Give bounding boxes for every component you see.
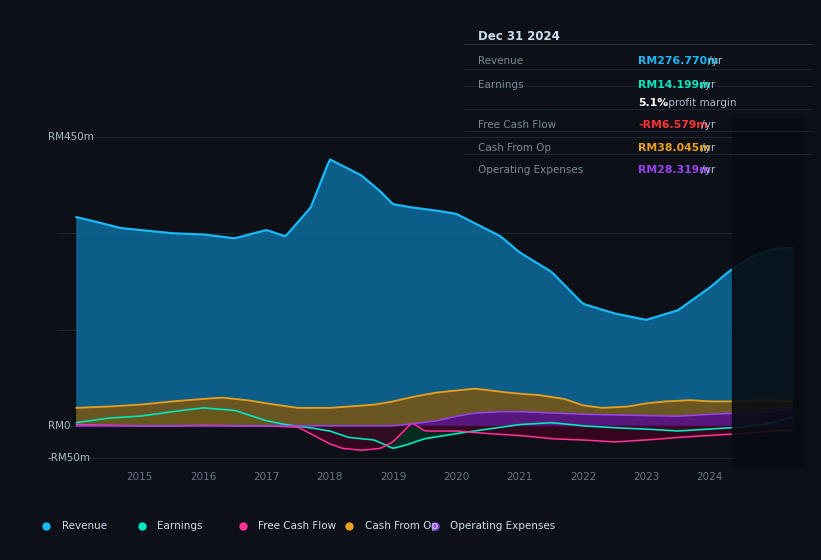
Text: 2024: 2024 — [696, 472, 722, 482]
Text: Revenue: Revenue — [478, 56, 523, 66]
Text: 2023: 2023 — [633, 472, 659, 482]
Text: Operating Expenses: Operating Expenses — [451, 521, 556, 531]
Text: 2018: 2018 — [317, 472, 343, 482]
Text: 2022: 2022 — [570, 472, 596, 482]
Text: 5.1%: 5.1% — [639, 97, 668, 108]
Text: -RM6.579m: -RM6.579m — [639, 120, 708, 130]
Text: /yr: /yr — [698, 165, 715, 175]
Text: Revenue: Revenue — [62, 521, 107, 531]
Text: -RM50m: -RM50m — [48, 453, 91, 463]
Text: RM450m: RM450m — [48, 132, 94, 142]
Text: RM38.045m: RM38.045m — [639, 143, 711, 153]
Text: Cash From Op: Cash From Op — [365, 521, 438, 531]
Text: RM276.770m: RM276.770m — [639, 56, 718, 66]
Text: /yr: /yr — [698, 120, 715, 130]
Text: Free Cash Flow: Free Cash Flow — [478, 120, 556, 130]
Text: Operating Expenses: Operating Expenses — [478, 165, 583, 175]
Bar — [732, 118, 808, 468]
Text: 2015: 2015 — [126, 472, 153, 482]
Text: Earnings: Earnings — [478, 80, 523, 90]
Text: RM14.199m: RM14.199m — [639, 80, 711, 90]
Text: RM0: RM0 — [48, 421, 71, 431]
Text: Cash From Op: Cash From Op — [478, 143, 551, 153]
Text: 2017: 2017 — [253, 472, 280, 482]
Text: profit margin: profit margin — [665, 97, 736, 108]
Text: Earnings: Earnings — [158, 521, 203, 531]
Text: /yr: /yr — [698, 143, 715, 153]
Text: 2021: 2021 — [507, 472, 533, 482]
Text: 2019: 2019 — [380, 472, 406, 482]
Text: Dec 31 2024: Dec 31 2024 — [478, 30, 560, 43]
Text: 2020: 2020 — [443, 472, 470, 482]
Text: /yr: /yr — [704, 56, 722, 66]
Text: /yr: /yr — [698, 80, 715, 90]
Text: 2016: 2016 — [190, 472, 216, 482]
Text: RM28.319m: RM28.319m — [639, 165, 711, 175]
Text: Free Cash Flow: Free Cash Flow — [259, 521, 337, 531]
